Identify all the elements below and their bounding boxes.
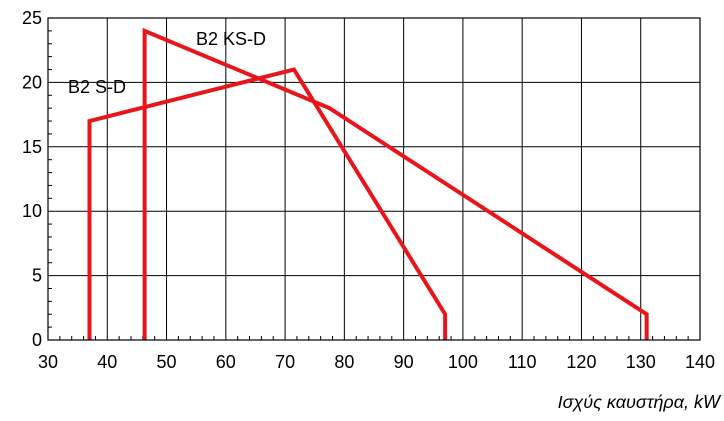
grid xyxy=(48,18,700,340)
x-tick-label: 80 xyxy=(334,352,354,372)
x-tick-label: 70 xyxy=(275,352,295,372)
y-tick-label: 10 xyxy=(22,201,42,221)
y-tick-label: 15 xyxy=(22,137,42,157)
x-tick-label: 100 xyxy=(448,352,478,372)
x-axis-label: Ισχύς καυστήρα, kW xyxy=(557,392,720,412)
series-lines xyxy=(87,27,649,340)
y-tick-label: 5 xyxy=(32,266,42,286)
labels: B2 S-D B2 KS-D xyxy=(68,29,266,97)
x-tick-label: 30 xyxy=(38,352,58,372)
x-tick-label: 60 xyxy=(216,352,236,372)
series-label-2: B2 KS-D xyxy=(196,29,266,49)
series-line-1 xyxy=(87,67,448,340)
series-label-1: B2 S-D xyxy=(68,77,126,97)
x-tick-label: 50 xyxy=(157,352,177,372)
x-tick-label: 40 xyxy=(97,352,117,372)
y-tick-label: 20 xyxy=(22,72,42,92)
plot-frame xyxy=(47,17,701,341)
x-tick-label: 120 xyxy=(566,352,596,372)
x-tick-label: 110 xyxy=(508,352,537,372)
x-tick-label: 90 xyxy=(394,352,414,372)
series-line-2 xyxy=(142,27,649,340)
y-tick-label: 25 xyxy=(22,8,42,28)
x-tick-label: 140 xyxy=(685,352,715,372)
x-tick-label: 130 xyxy=(626,352,656,372)
y-tick-label: 0 xyxy=(32,330,42,350)
ticks: 30 40 50 60 70 80 90 100 110 120 130 140 0 5 10 15 20 25 xyxy=(22,8,715,372)
